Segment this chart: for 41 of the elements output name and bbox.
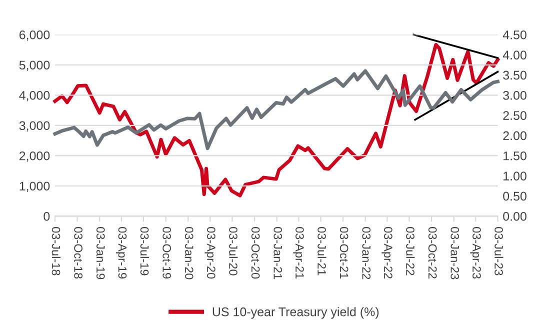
- x-tick-label: 03-Apr-21: [293, 227, 304, 278]
- y2-tick-label: 0.00: [503, 212, 526, 221]
- x-tick-label: 03-Jul-18: [52, 227, 61, 276]
- line-series: [53, 69, 500, 150]
- x-tick-label: 03-Oct-20: [251, 227, 260, 279]
- y-tick-label: 3,000: [19, 121, 50, 132]
- x-tick-label: 03-Apr-19: [116, 227, 127, 279]
- y2-tick-label: 1.50: [504, 151, 526, 160]
- legend-label: US 10-year Treasury yield (%): [212, 307, 379, 319]
- y-tick-label: 2,000: [19, 151, 50, 162]
- x-tick-label: 03-Apr-20: [204, 227, 216, 279]
- y2-tick-label: 4.00: [502, 50, 526, 60]
- x-tick-label: 03-Oct-18: [74, 227, 82, 279]
- line-series: [53, 43, 500, 198]
- x-tick-label: 03-Oct-22: [428, 227, 437, 278]
- x-tick-label: 03-Apr-22: [382, 227, 392, 278]
- x-tick-label: 03-Jul-23: [494, 227, 504, 276]
- x-tick-label: 03-Jan-22: [362, 227, 371, 280]
- y2-tick-label: 3.00: [503, 90, 526, 100]
- y2-tick-label: 3.50: [503, 70, 526, 80]
- x-tick-label: 03-Apr-23: [470, 227, 481, 279]
- y-tick-label: 5,000: [19, 60, 50, 72]
- x-tick-label: 03-Oct-21: [340, 227, 348, 278]
- y2-tick-label: 1.00: [504, 172, 526, 180]
- y2-tick-label: 0.50: [503, 192, 526, 201]
- x-tick-label: 03-Jan-23: [450, 227, 460, 280]
- x-tick-label: 03-Jul-21: [318, 227, 326, 276]
- y-tick-label: 4,000: [19, 90, 50, 102]
- y-tick-label: 0: [44, 212, 50, 221]
- x-tick-label: 03-Jan-21: [274, 227, 282, 280]
- y2-tick-label: 2.50: [503, 111, 526, 120]
- x-tick-label: 03-Jan-20: [184, 227, 194, 280]
- y2-tick-label: 4.50: [502, 30, 526, 40]
- y-tick-label: 1,000: [20, 182, 50, 192]
- x-tick-label: 03-Jul-19: [140, 227, 150, 276]
- x-tick-label: 03-Oct-19: [162, 227, 171, 278]
- y2-tick-label: 2.00: [503, 131, 526, 140]
- x-tick-label: 03-Jan-19: [96, 227, 105, 280]
- y-tick-label: 6,000: [19, 30, 50, 41]
- x-tick-label: 03-Jul-22: [406, 227, 415, 276]
- x-tick-label: 03-Jul-20: [229, 227, 238, 276]
